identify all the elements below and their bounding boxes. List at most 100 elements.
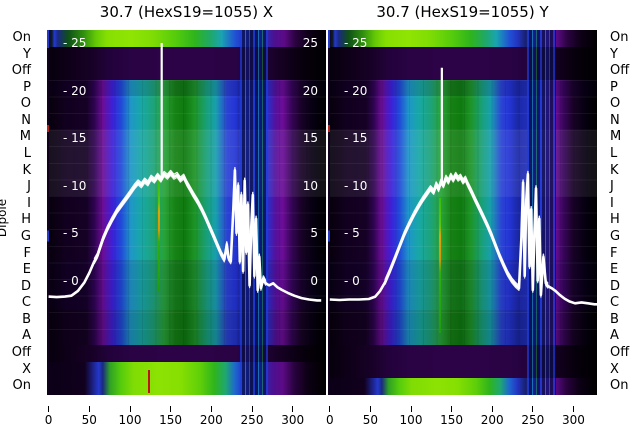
row-label: Off — [610, 344, 630, 360]
x-tick-mark — [129, 406, 131, 412]
row-label: On — [12, 378, 31, 394]
x-tick-mark — [369, 406, 371, 412]
row-gridlines — [328, 30, 597, 395]
inside-tick-label-left: - 0 — [63, 273, 79, 288]
row-band — [328, 46, 597, 80]
row-band — [47, 361, 326, 395]
x-tick-label: 250 — [521, 413, 545, 427]
inside-tick-label-right: 20 — [302, 83, 318, 98]
row-label: I — [610, 195, 614, 211]
inside-tick-label-left: - 25 — [344, 36, 368, 50]
row-band — [328, 378, 597, 395]
row-label: G — [610, 228, 621, 244]
x-tick-mark — [451, 406, 453, 412]
row-label: Y — [610, 46, 618, 62]
x-tick-mark — [491, 406, 493, 412]
x-tick-label: 50 — [362, 413, 379, 427]
x-tick-label: 100 — [399, 413, 423, 427]
x-tick-mark — [48, 406, 50, 412]
row-label: C — [610, 295, 620, 311]
row-label: F — [610, 245, 618, 261]
row-label: Off — [610, 63, 630, 79]
x-tick-mark — [210, 406, 212, 412]
inside-tick-label-left: - 10 — [344, 178, 368, 193]
row-label: C — [21, 295, 31, 311]
inside-tick-label-right: 0 — [310, 273, 318, 288]
x-tick-mark — [572, 406, 574, 412]
inside-tick-label-left: - 5 — [63, 226, 79, 240]
row-label: X — [22, 361, 31, 377]
row-band — [47, 30, 326, 47]
row-label: H — [21, 212, 31, 228]
row-label: J — [610, 179, 614, 195]
row-labels-left: On Y Off P O N M L K J I H G F E D C B A Off X On — [0, 30, 31, 395]
row-band — [47, 46, 326, 80]
x-tick-mark — [292, 406, 294, 412]
x-tick-label: 300 — [281, 413, 305, 427]
left-panel-title: 30.7 (HexS19=1055) X — [99, 3, 274, 21]
row-label: N — [21, 112, 31, 128]
inside-tick-label-right: 15 — [302, 131, 318, 145]
inside-tick-label-right: 10 — [302, 178, 318, 193]
colored-artifact-line — [157, 179, 160, 292]
x-tick-label: 250 — [240, 413, 264, 427]
x-tick-mark — [532, 406, 534, 412]
row-label: G — [20, 228, 31, 244]
inside-tick-label-left: - 25 — [63, 36, 87, 50]
inside-tick-label-left: - 5 — [344, 226, 360, 240]
row-label: Off — [11, 63, 31, 79]
row-label: O — [610, 96, 621, 112]
edge-artifact-column — [328, 30, 330, 395]
inside-tick-label-right: 5 — [310, 226, 318, 240]
row-label: B — [610, 311, 619, 327]
stripe-artifact — [527, 30, 557, 395]
row-label: On — [12, 30, 31, 45]
x-tick-mark — [251, 406, 253, 412]
row-label: D — [20, 278, 31, 294]
inside-tick-label-left: - 15 — [344, 131, 368, 145]
row-label: E — [610, 262, 619, 278]
right-panel-title: 30.7 (HexS19=1055) Y — [376, 3, 549, 21]
row-label: J — [27, 179, 31, 195]
x-tick-label: 50 — [81, 413, 97, 427]
row-label: M — [610, 129, 622, 145]
row-label: F — [23, 245, 31, 261]
x-tick-mark — [329, 406, 331, 412]
inside-tick-label-left: - 0 — [344, 273, 360, 288]
inside-tick-label-left: - 10 — [63, 178, 87, 193]
row-label: Off — [11, 344, 31, 360]
colored-artifact-line — [439, 197, 442, 333]
inside-tick-label-left: - 20 — [344, 83, 368, 98]
row-label: E — [22, 262, 31, 278]
row-gridlines — [47, 30, 326, 395]
row-label: H — [610, 212, 620, 228]
stripe-artifact — [239, 30, 269, 395]
x-tick-mark — [88, 406, 90, 412]
x-tick-label: 150 — [159, 413, 183, 427]
x-tick-label: 150 — [440, 413, 464, 427]
row-label: B — [22, 311, 31, 327]
row-labels-right: On Y Off P O N M L K J I H G F E D C B A Off X On — [610, 30, 640, 395]
row-label: K — [610, 162, 619, 178]
inside-tick-label-left: - 15 — [63, 131, 87, 145]
row-label: P — [23, 79, 31, 95]
x-tick-label: 0 — [44, 413, 53, 427]
heatmap-panel-x: - 25 25 - 20 20 - 15 15 - 10 10 - 5 5 - 0 0 — [47, 30, 326, 395]
x-tick-label: 300 — [561, 413, 585, 427]
row-label: On — [610, 30, 629, 45]
x-tick-label: 200 — [480, 413, 504, 427]
row-label: L — [23, 146, 31, 162]
row-label: X — [610, 361, 619, 377]
x-tick-label: 200 — [199, 413, 223, 427]
row-label: D — [610, 278, 621, 294]
x-tick-label: 0 — [325, 413, 334, 427]
row-label: I — [27, 195, 31, 211]
x-tick-label: 100 — [118, 413, 142, 427]
red-marker-line — [147, 370, 150, 393]
row-band — [328, 30, 597, 47]
row-label: On — [610, 378, 629, 394]
inside-tick-label-left: - 20 — [63, 83, 87, 98]
x-tick-mark — [410, 406, 412, 412]
row-label: O — [20, 96, 31, 112]
